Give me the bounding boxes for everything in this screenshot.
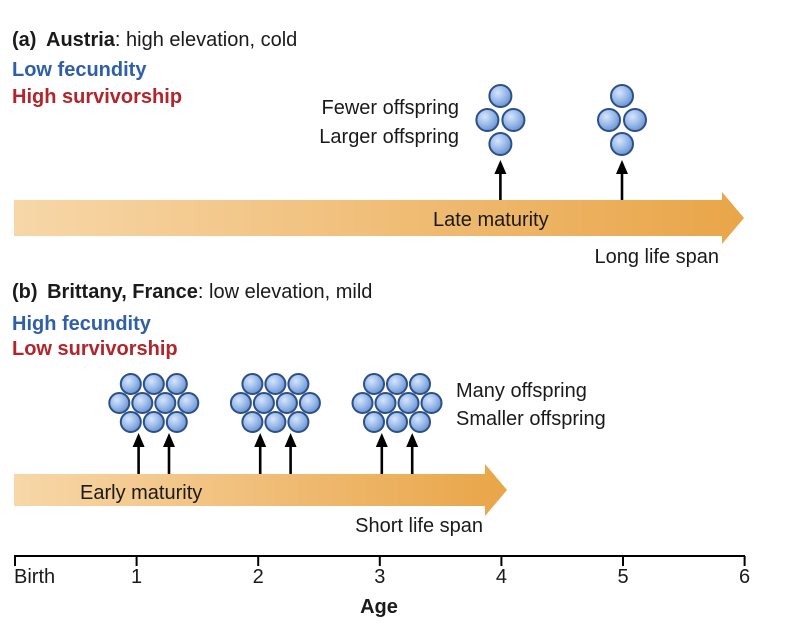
offspring-egg (229, 392, 252, 414)
offspring-egg (119, 411, 142, 433)
offspring-egg (275, 392, 298, 414)
offspring-egg (610, 84, 634, 108)
panel-b-location: Brittany, France (47, 281, 198, 303)
offspring-egg (241, 373, 264, 395)
offspring-egg (420, 392, 443, 414)
offspring-egg (119, 373, 142, 395)
panel-b-description: : low elevation, mild (198, 281, 373, 303)
offspring-egg (177, 392, 200, 414)
offspring-egg (488, 84, 513, 108)
panel-a-fecundity: Low fecundity (12, 59, 147, 81)
offspring-egg (488, 132, 513, 156)
offspring-egg (386, 373, 408, 395)
panel-a-description: : high elevation, cold (115, 29, 297, 51)
panel-b-survivorship: Low survivorship (12, 338, 178, 360)
age-axis-ticks: Birth 1 2 3 4 5 6 (14, 556, 750, 588)
reproduction-arrowhead (284, 433, 297, 447)
panel-a-label: (a) (12, 29, 36, 51)
reproduction-arrowhead (132, 433, 145, 447)
offspring-egg (351, 392, 374, 414)
offspring-egg (264, 411, 287, 433)
offspring-egg (142, 411, 165, 433)
age-axis: Birth 1 2 3 4 5 6 Age (14, 555, 750, 618)
panel-b-arrow (14, 464, 507, 516)
offspring-egg (610, 132, 634, 156)
age-axis-tick-label: 6 (739, 566, 750, 588)
offspring-egg (142, 373, 165, 395)
panel-b-offspring-line1: Many offspring (456, 380, 587, 402)
reproduction-arrowhead (406, 433, 419, 447)
offspring-egg (397, 392, 420, 414)
reproduction-arrowhead (254, 433, 267, 447)
panel-a-heading: (a) Austria: high elevation, cold (12, 29, 297, 51)
offspring-egg (264, 373, 287, 395)
panel-b-label: (b) (12, 281, 38, 303)
offspring-egg (131, 392, 154, 414)
reproduction-arrowhead (494, 160, 507, 174)
panel-a-reproduction-events (475, 84, 647, 200)
panel-b-lifespan: Short life span (355, 515, 483, 537)
offspring-egg (252, 392, 275, 414)
panel-b-reproduction-events (108, 373, 443, 474)
age-axis-tick-label: Birth (14, 566, 55, 588)
offspring-egg (409, 411, 431, 433)
panel-b-offspring-line2: Smaller offspring (456, 408, 606, 430)
offspring-egg (623, 108, 647, 132)
age-axis-tick-label: 3 (374, 566, 385, 588)
offspring-egg (501, 108, 526, 132)
panel-a-lifespan: Long life span (594, 246, 719, 268)
offspring-egg (386, 411, 408, 433)
offspring-egg (374, 392, 397, 414)
reproduction-arrowhead (616, 160, 628, 174)
offspring-egg (298, 392, 321, 414)
offspring-egg (363, 411, 385, 433)
offspring-egg (165, 411, 188, 433)
offspring-egg (363, 373, 385, 395)
reproduction-arrowhead (375, 433, 388, 447)
offspring-egg (287, 411, 310, 433)
age-axis-tick-label: 5 (617, 566, 628, 588)
offspring-egg (475, 108, 500, 132)
panel-b-heading: (b) Brittany, France: low elevation, mil… (12, 281, 372, 303)
offspring-egg (597, 108, 621, 132)
panel-a: (a) Austria: high elevation, cold Low fe… (12, 29, 744, 268)
offspring-egg (165, 373, 188, 395)
panel-a-offspring-line1: Fewer offspring (322, 97, 459, 119)
panel-a-survivorship: High survivorship (12, 86, 182, 108)
offspring-egg (409, 373, 431, 395)
offspring-egg (241, 411, 264, 433)
offspring-egg (287, 373, 310, 395)
reproduction-arrowhead (163, 433, 175, 447)
panel-a-offspring-line2: Larger offspring (319, 126, 459, 148)
age-axis-tick-label: 2 (253, 566, 264, 588)
offspring-egg (108, 392, 131, 414)
age-axis-title: Age (360, 596, 398, 618)
panel-a-location: Austria (46, 29, 116, 51)
panel-b-fecundity: High fecundity (12, 313, 152, 335)
panel-b-arrow-label: Early maturity (80, 482, 202, 504)
offspring-egg (154, 392, 177, 414)
age-axis-tick-label: 4 (496, 566, 507, 588)
age-axis-tick-label: 1 (131, 566, 142, 588)
panel-b: (b) Brittany, France: low elevation, mil… (12, 281, 606, 537)
panel-a-arrow (14, 192, 744, 244)
panel-a-arrow-label: Late maturity (433, 209, 549, 231)
